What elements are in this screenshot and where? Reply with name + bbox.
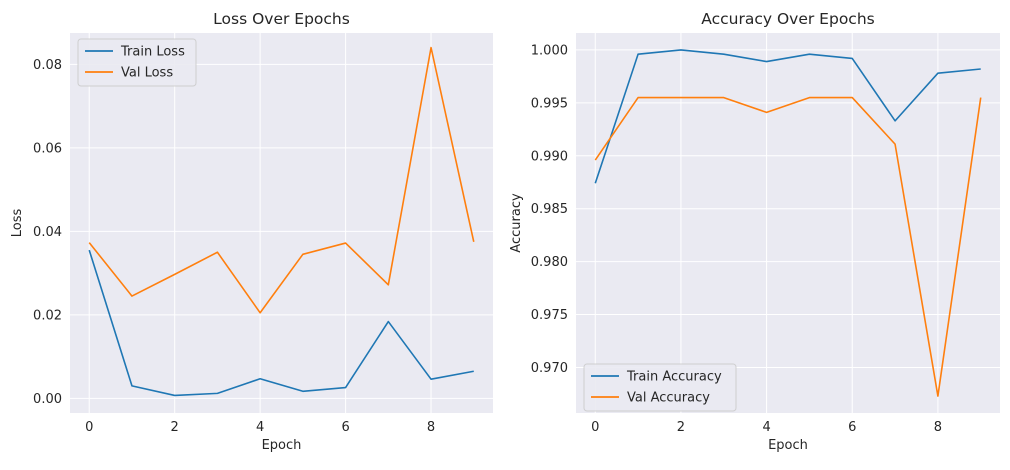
- x-tick-label: 0: [591, 420, 599, 435]
- y-tick-label: 0.970: [531, 361, 568, 376]
- series-line-0: [88, 249, 474, 397]
- legend-label-0: Train Accuracy: [626, 370, 722, 385]
- x-tick-label: 4: [256, 420, 264, 435]
- series-line-1: [88, 46, 475, 314]
- series-line-0: [594, 49, 981, 184]
- y-tick-label: 0.980: [531, 255, 568, 270]
- y-tick-label: 0.985: [531, 202, 568, 217]
- x-tick-label: 4: [762, 420, 770, 435]
- legend-frame: [583, 363, 737, 412]
- plot-area: [576, 33, 1000, 413]
- legend: Train Loss Val Loss: [77, 38, 197, 87]
- y-tick-label: 0.00: [33, 392, 62, 407]
- x-tick-label: 2: [677, 420, 685, 435]
- accuracy-chart: 0 2 4 6 8 0.970 0.975 0.980 0.985 0.990 0.995 1.000…: [509, 10, 1000, 453]
- chart-title: Loss Over Epochs: [213, 10, 350, 28]
- x-tick-label: 8: [427, 420, 435, 435]
- y-tick-label: 0.02: [33, 308, 62, 323]
- x-tick-label: 2: [171, 420, 179, 435]
- x-tick-label: 0: [85, 420, 93, 435]
- y-tick-label: 1.000: [531, 43, 568, 58]
- legend-label-1: Val Loss: [121, 66, 173, 81]
- y-tick-label: 0.04: [33, 225, 62, 240]
- plot-area: [70, 33, 493, 413]
- legend-label-1: Val Accuracy: [627, 391, 710, 406]
- y-axis-label: Accuracy: [509, 193, 524, 253]
- y-tick-label: 0.990: [531, 149, 568, 164]
- x-axis-label: Epoch: [768, 438, 808, 453]
- loss-chart: 0 2 4 6 8 0.00 0.02 0.04 0.06 0.08 Loss Over Epoch…: [10, 10, 493, 453]
- y-tick-label: 0.08: [33, 58, 62, 73]
- legend-label-0: Train Loss: [120, 45, 185, 60]
- x-tick-label: 8: [934, 420, 942, 435]
- legend: Train Accuracy Val Accuracy: [583, 363, 737, 412]
- chart-title: Accuracy Over Epochs: [701, 10, 874, 28]
- y-axis-label: Loss: [10, 209, 25, 238]
- x-tick-label: 6: [341, 420, 349, 435]
- y-tick-label: 0.06: [33, 141, 62, 156]
- series-line-1: [594, 96, 982, 397]
- y-tick-label: 0.995: [531, 96, 568, 111]
- x-tick-label: 6: [848, 420, 856, 435]
- x-axis-label: Epoch: [262, 438, 302, 453]
- y-tick-label: 0.975: [531, 308, 568, 323]
